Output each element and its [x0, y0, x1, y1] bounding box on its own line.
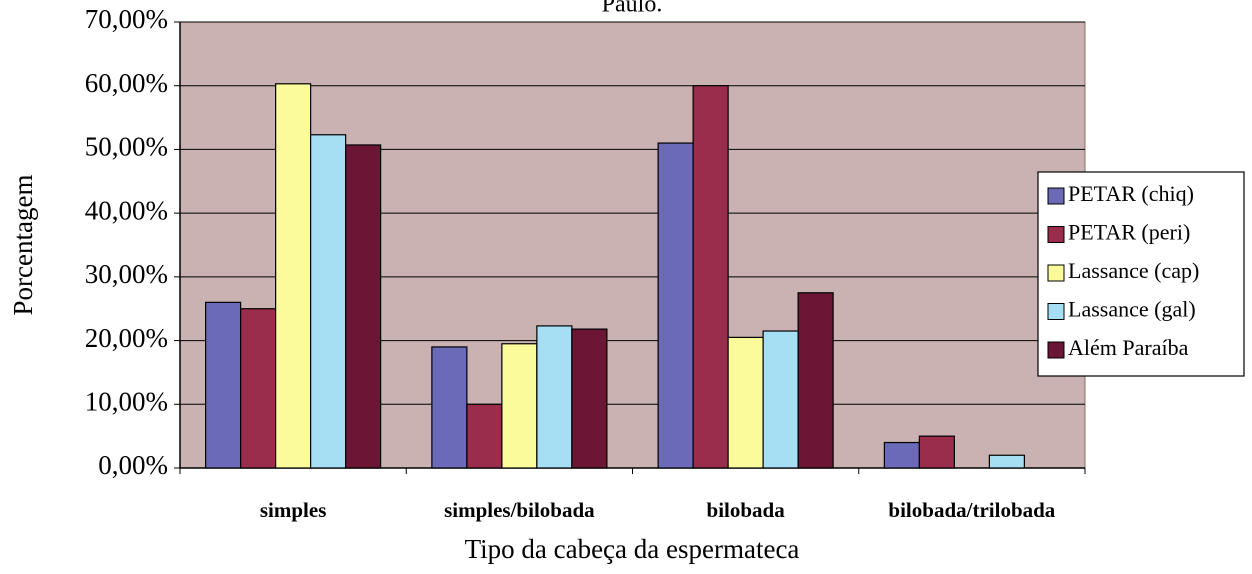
bar	[797, 292, 834, 469]
legend-label: PETAR (peri)	[1068, 220, 1190, 245]
y-tick-label: 10,00%	[85, 386, 168, 416]
y-tick-label: 30,00%	[85, 259, 168, 289]
y-tick-label: 20,00%	[85, 323, 168, 353]
chart-title: Paulo.	[602, 0, 663, 18]
bar	[275, 83, 312, 469]
legend-swatch	[1047, 303, 1065, 320]
y-axis-title: Porcentagem	[8, 175, 38, 316]
legend-label: Lassance (cap)	[1068, 258, 1199, 283]
bar	[918, 435, 955, 469]
legend-swatch	[1047, 226, 1065, 243]
bar	[240, 308, 277, 469]
x-tick-label: simples/bilobada	[444, 498, 595, 522]
y-tick-label: 70,00%	[85, 4, 168, 34]
bar	[762, 330, 799, 469]
bar	[431, 346, 468, 469]
bar	[310, 134, 347, 469]
legend-label: PETAR (chiq)	[1068, 181, 1194, 206]
bar	[988, 454, 1025, 469]
bar	[727, 336, 764, 469]
bar	[692, 85, 729, 469]
x-tick-label: simples	[260, 498, 327, 522]
legend-box	[1037, 171, 1245, 377]
legend-swatch	[1047, 341, 1065, 359]
bar	[466, 403, 503, 469]
legend-label: Além Paraíba	[1068, 335, 1189, 360]
y-tick-label: 40,00%	[85, 195, 168, 225]
x-axis-title: Tipo da cabeça da espermateca	[465, 534, 800, 564]
bar	[345, 144, 382, 469]
bar	[205, 301, 242, 469]
x-tick-label: bilobada	[707, 498, 786, 522]
y-tick-label: 50,00%	[85, 132, 168, 162]
bar	[501, 343, 538, 469]
y-tick-label: 60,00%	[85, 68, 168, 98]
legend-swatch	[1047, 187, 1065, 205]
x-tick-label: bilobada/trilobada	[888, 498, 1055, 522]
bar	[536, 325, 573, 469]
legend-label: Lassance (gal)	[1068, 297, 1196, 322]
y-tick-label: 0,00%	[98, 450, 168, 480]
bar	[657, 142, 694, 469]
bar	[571, 328, 608, 469]
legend-swatch	[1047, 264, 1065, 282]
bar	[883, 441, 920, 469]
